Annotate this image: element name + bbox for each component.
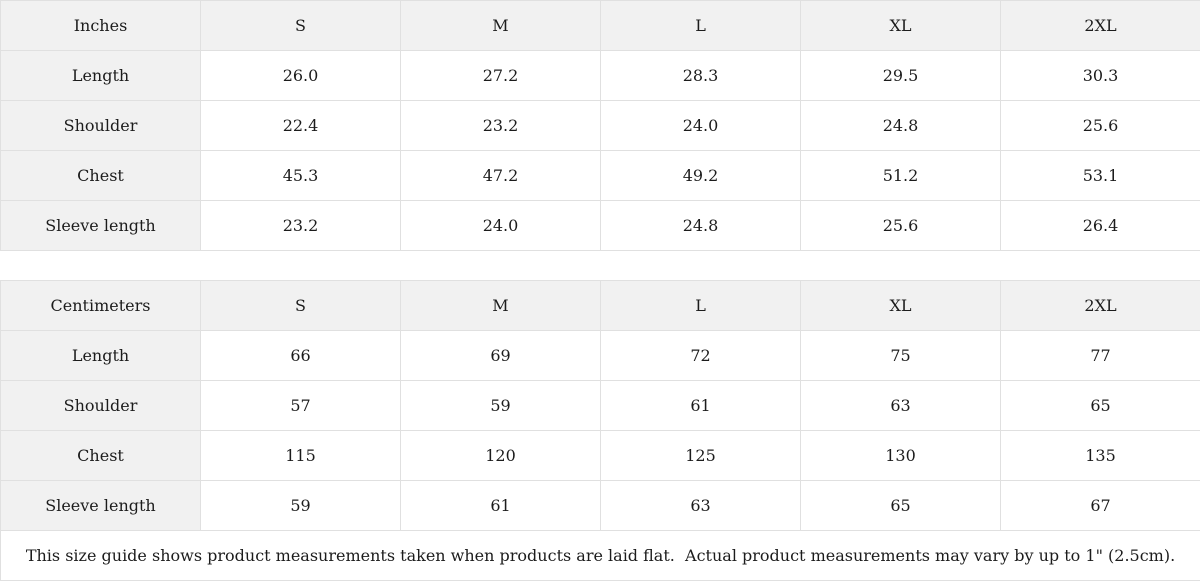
size-header-cell-2xl: 2XL	[1001, 1, 1200, 51]
value-cell: 135	[1001, 431, 1200, 481]
value-cell: 26.0	[201, 51, 401, 101]
value-cell: 51.2	[801, 151, 1001, 201]
value-cell: 24.0	[401, 201, 601, 251]
value-cell: 24.8	[601, 201, 801, 251]
unit-header-cell-centimeters: Centimeters	[1, 281, 201, 331]
value-cell: 24.0	[601, 101, 801, 151]
value-cell: 130	[801, 431, 1001, 481]
value-cell: 115	[201, 431, 401, 481]
spacer-cell	[1, 251, 1200, 281]
size-header-cell-l: L	[601, 1, 801, 51]
table-row: Length 66 69 72 75 77	[1, 331, 1200, 381]
table-row: Sleeve length 23.2 24.0 24.8 25.6 26.4	[1, 201, 1200, 251]
table-row: Chest 115 120 125 130 135	[1, 431, 1200, 481]
table-row: Chest 45.3 47.2 49.2 51.2 53.1	[1, 151, 1200, 201]
table-row: Sleeve length 59 61 63 65 67	[1, 481, 1200, 531]
size-header-cell-s: S	[201, 1, 401, 51]
value-cell: 77	[1001, 331, 1200, 381]
value-cell: 59	[201, 481, 401, 531]
size-header-cell-s: S	[201, 281, 401, 331]
value-cell: 67	[1001, 481, 1200, 531]
size-header-cell-m: M	[401, 1, 601, 51]
size-header-cell-m: M	[401, 281, 601, 331]
value-cell: 26.4	[1001, 201, 1200, 251]
value-cell: 59	[401, 381, 601, 431]
value-cell: 23.2	[401, 101, 601, 151]
value-cell: 120	[401, 431, 601, 481]
value-cell: 30.3	[1001, 51, 1200, 101]
size-header-cell-xl: XL	[801, 1, 1001, 51]
inches-header-row: Inches S M L XL 2XL	[1, 1, 1200, 51]
value-cell: 23.2	[201, 201, 401, 251]
value-cell: 75	[801, 331, 1001, 381]
value-cell: 63	[601, 481, 801, 531]
row-label-cell: Length	[1, 51, 201, 101]
value-cell: 22.4	[201, 101, 401, 151]
row-label-cell: Sleeve length	[1, 481, 201, 531]
row-label-cell: Shoulder	[1, 101, 201, 151]
size-header-cell-l: L	[601, 281, 801, 331]
value-cell: 66	[201, 331, 401, 381]
value-cell: 125	[601, 431, 801, 481]
value-cell: 72	[601, 331, 801, 381]
row-label-cell: Chest	[1, 151, 201, 201]
spacer-row	[1, 251, 1200, 281]
row-label-cell: Chest	[1, 431, 201, 481]
value-cell: 47.2	[401, 151, 601, 201]
value-cell: 69	[401, 331, 601, 381]
footer-row: This size guide shows product measuremen…	[1, 531, 1200, 581]
value-cell: 27.2	[401, 51, 601, 101]
row-label-cell: Shoulder	[1, 381, 201, 431]
centimeters-header-row: Centimeters S M L XL 2XL	[1, 281, 1200, 331]
value-cell: 63	[801, 381, 1001, 431]
value-cell: 61	[401, 481, 601, 531]
table-row: Shoulder 22.4 23.2 24.0 24.8 25.6	[1, 101, 1200, 151]
row-label-cell: Length	[1, 331, 201, 381]
value-cell: 45.3	[201, 151, 401, 201]
unit-header-cell-inches: Inches	[1, 1, 201, 51]
value-cell: 53.1	[1001, 151, 1200, 201]
size-header-cell-2xl: 2XL	[1001, 281, 1200, 331]
row-label-cell: Sleeve length	[1, 201, 201, 251]
footer-note: This size guide shows product measuremen…	[1, 531, 1200, 581]
table-row: Shoulder 57 59 61 63 65	[1, 381, 1200, 431]
value-cell: 65	[801, 481, 1001, 531]
value-cell: 25.6	[1001, 101, 1200, 151]
size-header-cell-xl: XL	[801, 281, 1001, 331]
value-cell: 25.6	[801, 201, 1001, 251]
value-cell: 61	[601, 381, 801, 431]
table-row: Length 26.0 27.2 28.3 29.5 30.3	[1, 51, 1200, 101]
value-cell: 24.8	[801, 101, 1001, 151]
value-cell: 65	[1001, 381, 1200, 431]
value-cell: 49.2	[601, 151, 801, 201]
value-cell: 28.3	[601, 51, 801, 101]
value-cell: 29.5	[801, 51, 1001, 101]
value-cell: 57	[201, 381, 401, 431]
